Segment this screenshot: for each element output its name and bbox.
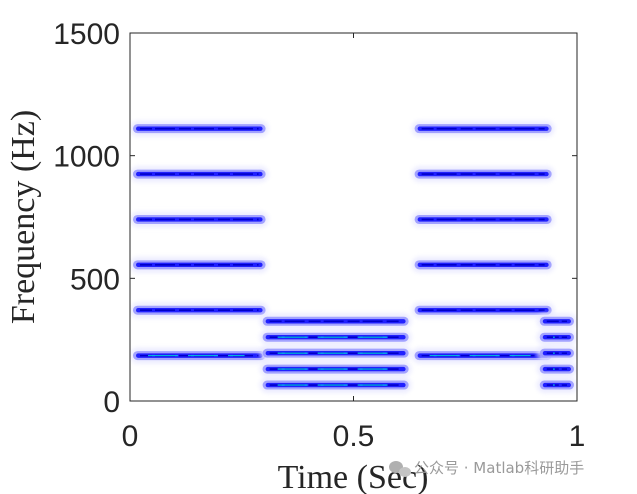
harmonic-band bbox=[259, 345, 412, 362]
harmonic-band bbox=[411, 120, 555, 137]
segment-0 bbox=[130, 120, 269, 364]
harmonic-band bbox=[130, 166, 269, 183]
watermark-text: 公众号 · Matlab科研助手 bbox=[414, 459, 584, 477]
y-tick-label: 1000 bbox=[53, 141, 120, 174]
harmonic-band bbox=[411, 256, 555, 273]
x-tick-label: 0.5 bbox=[333, 420, 375, 453]
harmonic-band bbox=[536, 329, 577, 346]
y-tick-label: 0 bbox=[103, 386, 120, 419]
y-tick-label: 1500 bbox=[53, 18, 120, 51]
segment-3 bbox=[536, 313, 577, 394]
harmonic-band bbox=[259, 361, 412, 378]
x-tick-label: 0 bbox=[122, 420, 139, 453]
y-tick-label: 500 bbox=[70, 263, 120, 296]
y-axis-label: Frequency (Hz) bbox=[5, 110, 42, 324]
harmonic-band bbox=[259, 377, 412, 394]
spectrogram-marks bbox=[130, 120, 577, 394]
x-tick-label: 1 bbox=[569, 420, 586, 453]
watermark: 公众号 · Matlab科研助手 bbox=[389, 459, 584, 477]
harmonic-band bbox=[411, 211, 555, 228]
harmonic-band bbox=[536, 345, 577, 362]
harmonic-band bbox=[411, 302, 555, 319]
tick-labels: 0 0.5 1 0 500 1000 1500 bbox=[53, 18, 585, 453]
harmonic-band bbox=[130, 256, 269, 273]
segment-2 bbox=[411, 120, 555, 364]
harmonic-band bbox=[536, 377, 577, 394]
harmonic-band bbox=[259, 329, 412, 346]
harmonic-band bbox=[411, 347, 555, 364]
harmonic-band bbox=[130, 120, 269, 137]
chat-bubble-icon bbox=[389, 461, 411, 477]
harmonic-band bbox=[536, 313, 577, 330]
harmonic-band bbox=[259, 313, 412, 330]
harmonic-band bbox=[130, 347, 269, 364]
harmonic-band bbox=[411, 166, 555, 183]
harmonic-band bbox=[130, 211, 269, 228]
harmonic-band bbox=[536, 361, 577, 378]
axis-ticks bbox=[129, 32, 578, 402]
segment-1 bbox=[259, 313, 412, 394]
harmonic-band bbox=[130, 302, 269, 319]
